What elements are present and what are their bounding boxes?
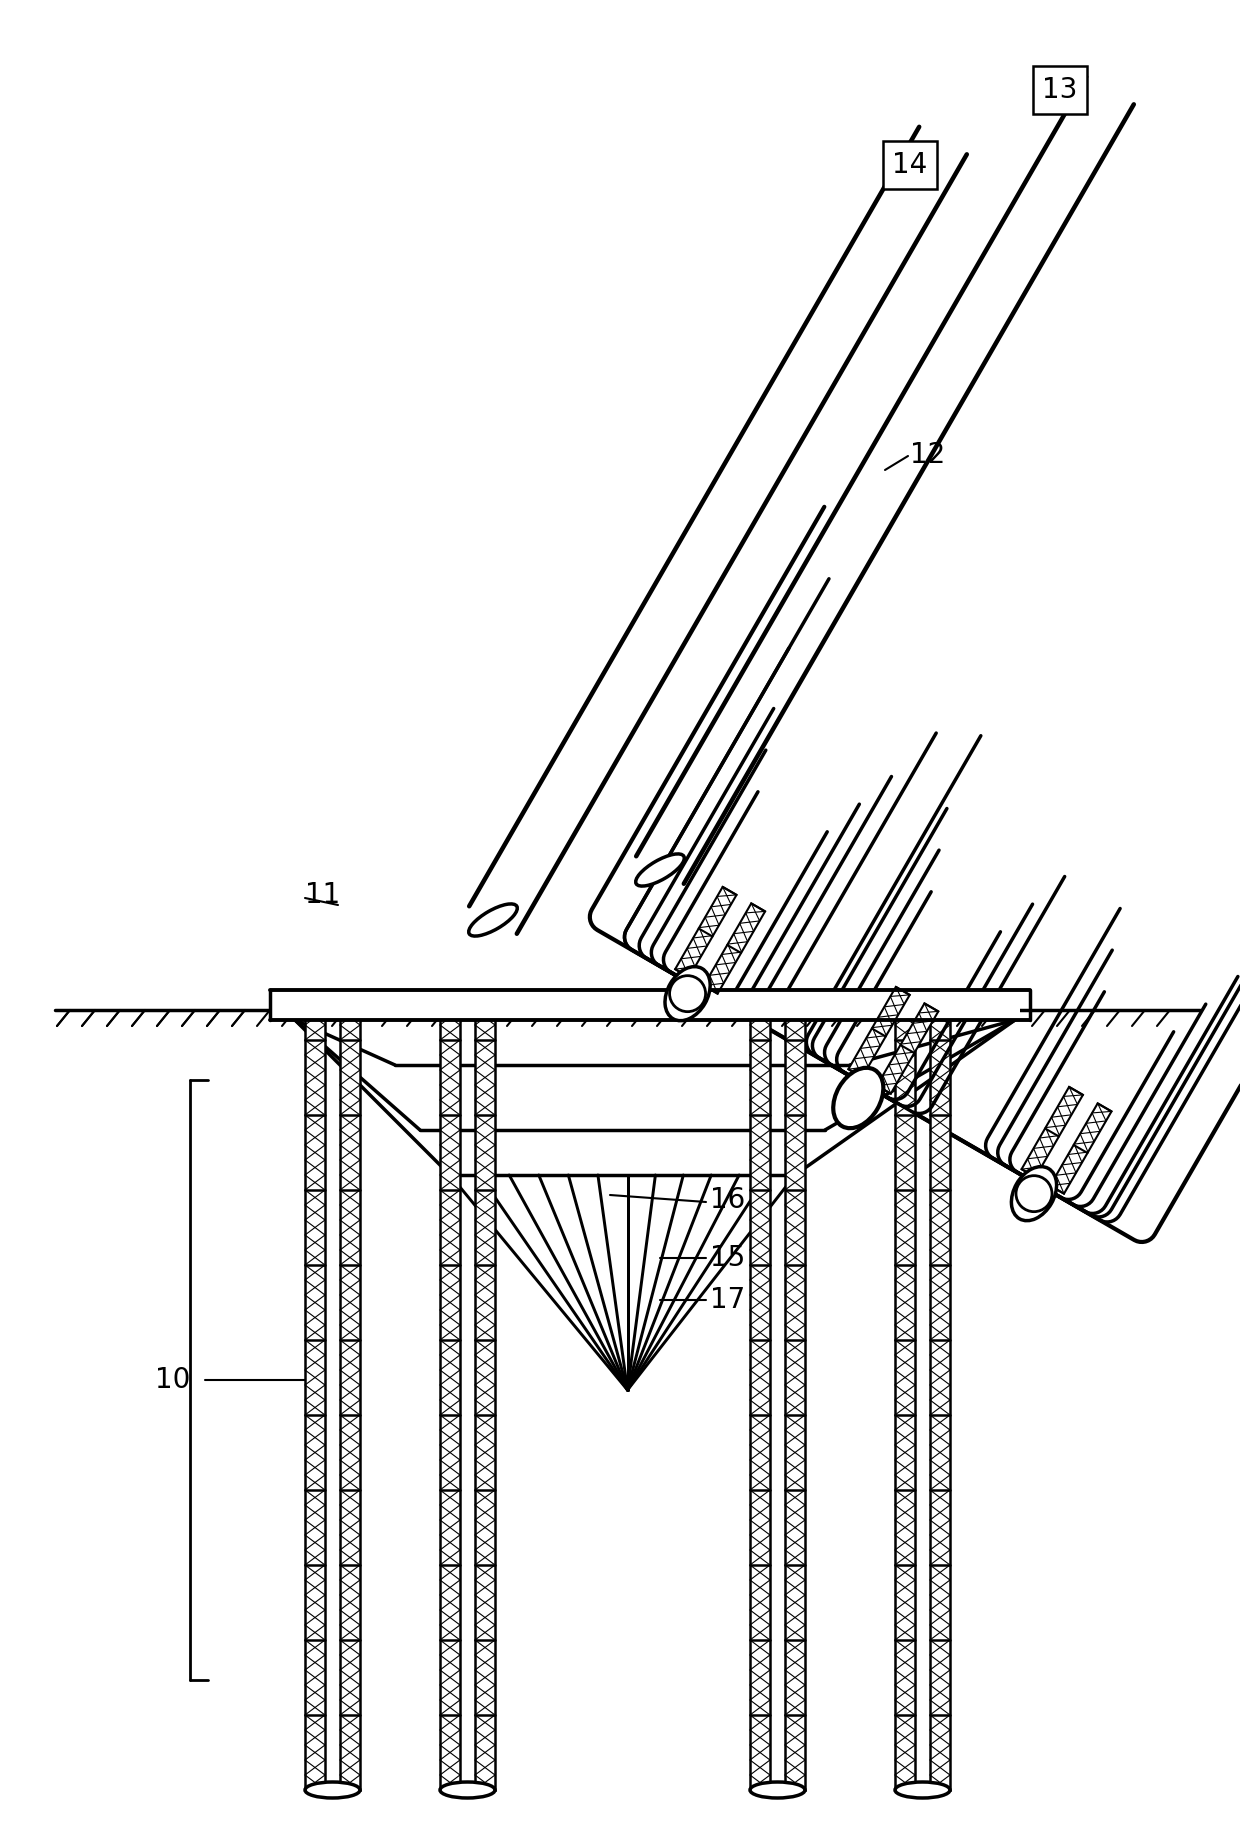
Ellipse shape [469,904,517,936]
Text: 16: 16 [711,1186,745,1214]
Bar [475,1009,495,1790]
Bar [305,1009,325,1790]
Text: 17: 17 [711,1286,745,1313]
Ellipse shape [665,967,711,1020]
Ellipse shape [1012,1166,1056,1221]
Ellipse shape [833,1068,883,1127]
Ellipse shape [636,855,684,886]
Bar [270,989,1021,1020]
Bar [750,1009,770,1790]
Bar [895,1009,915,1790]
Ellipse shape [750,1781,805,1798]
Text: 14: 14 [893,151,928,179]
Ellipse shape [895,1781,950,1798]
Bar [930,1009,950,1790]
Ellipse shape [305,1781,360,1798]
Bar [440,1009,460,1790]
Text: 13: 13 [1043,76,1078,103]
Ellipse shape [440,1781,495,1798]
Polygon shape [675,886,737,976]
Text: 12: 12 [910,440,945,470]
Polygon shape [848,987,910,1078]
Text: 10: 10 [155,1367,191,1394]
Circle shape [1016,1175,1052,1212]
Text: 11: 11 [305,880,340,908]
Text: 15: 15 [711,1243,745,1273]
Polygon shape [877,1004,939,1094]
Polygon shape [704,903,765,993]
Bar [785,1009,805,1790]
Polygon shape [1050,1103,1111,1194]
Polygon shape [1022,1087,1083,1177]
Circle shape [670,976,706,1011]
Bar [340,1009,360,1790]
